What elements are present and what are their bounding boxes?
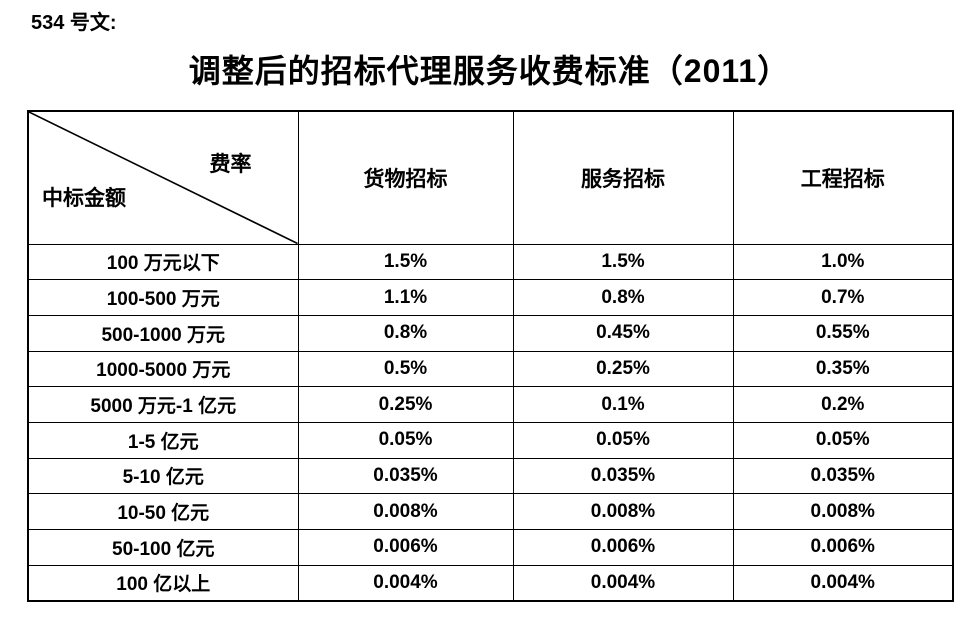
rate-cell: 0.035% bbox=[512, 457, 734, 495]
table-row: 50-100 亿元 0.006% 0.006% 0.006% bbox=[27, 529, 954, 566]
row-label: 1-5 亿元 bbox=[27, 421, 299, 459]
diagonal-divider-line bbox=[29, 112, 298, 244]
rate-cell: 0.004% bbox=[512, 564, 734, 602]
page-title: 调整后的招标代理服务收费标准（2011） bbox=[188, 53, 791, 89]
row-label: 100-500 万元 bbox=[27, 279, 299, 316]
table-corner-cell: 费率 中标金额 bbox=[27, 110, 299, 245]
rate-cell: 0.2% bbox=[732, 386, 954, 423]
corner-label-amount: 中标金额 bbox=[42, 186, 126, 210]
rate-cell: 0.006% bbox=[297, 529, 514, 566]
column-header-engineering-bidding: 工程招标 bbox=[732, 110, 954, 245]
rate-cell: 1.1% bbox=[297, 279, 514, 316]
table-row: 5000 万元-1 亿元 0.25% 0.1% 0.2% bbox=[27, 386, 954, 423]
table-row: 100 万元以下 1.5% 1.5% 1.0% bbox=[27, 243, 954, 281]
corner-label-rate: 费率 bbox=[209, 153, 252, 176]
table-row: 1-5 亿元 0.05% 0.05% 0.05% bbox=[27, 421, 954, 459]
rate-cell: 0.035% bbox=[297, 457, 514, 495]
row-label: 500-1000 万元 bbox=[27, 314, 299, 352]
rate-cell: 0.8% bbox=[512, 279, 734, 316]
rate-cell: 0.006% bbox=[512, 529, 734, 566]
rate-cell: 0.1% bbox=[512, 386, 734, 423]
row-label: 100 亿以上 bbox=[27, 564, 299, 602]
rate-cell: 0.008% bbox=[297, 493, 514, 530]
rate-cell: 0.004% bbox=[297, 564, 514, 602]
table-row: 100-500 万元 1.1% 0.8% 0.7% bbox=[27, 279, 954, 316]
rate-cell: 0.05% bbox=[512, 421, 734, 459]
row-label: 5000 万元-1 亿元 bbox=[27, 386, 299, 423]
rate-cell: 0.25% bbox=[297, 386, 514, 423]
rate-cell: 1.5% bbox=[512, 243, 734, 281]
table-row: 500-1000 万元 0.8% 0.45% 0.55% bbox=[27, 314, 954, 352]
row-label: 1000-5000 万元 bbox=[27, 350, 299, 388]
table-row: 1000-5000 万元 0.5% 0.25% 0.35% bbox=[27, 350, 954, 388]
rate-cell: 0.008% bbox=[732, 493, 954, 530]
table-row: 10-50 亿元 0.008% 0.008% 0.008% bbox=[27, 493, 954, 530]
rate-cell: 0.05% bbox=[732, 421, 954, 459]
rate-cell: 1.0% bbox=[732, 243, 954, 281]
row-label: 5-10 亿元 bbox=[27, 457, 299, 495]
rate-cell: 0.05% bbox=[297, 421, 514, 459]
rate-cell: 0.45% bbox=[512, 314, 734, 352]
row-label: 50-100 亿元 bbox=[27, 529, 299, 566]
rate-cell: 0.006% bbox=[732, 529, 954, 566]
rate-cell: 0.25% bbox=[512, 350, 734, 388]
header-row: 费率 中标金额 货物招标 服务招标 工程招标 bbox=[27, 110, 954, 245]
column-header-service-bidding: 服务招标 bbox=[512, 110, 734, 245]
table-row: 5-10 亿元 0.035% 0.035% 0.035% bbox=[27, 457, 954, 495]
row-label: 10-50 亿元 bbox=[27, 493, 299, 530]
table-row: 100 亿以上 0.004% 0.004% 0.004% bbox=[27, 564, 954, 602]
row-label: 100 万元以下 bbox=[27, 243, 299, 281]
doc-number-label: 534 号文: bbox=[31, 12, 117, 34]
column-header-goods-bidding: 货物招标 bbox=[297, 110, 514, 245]
rate-cell: 0.004% bbox=[732, 564, 954, 602]
rate-cell: 0.008% bbox=[512, 493, 734, 530]
fee-rate-table: 费率 中标金额 货物招标 服务招标 工程招标 100 万元以下 1.5% 1.5… bbox=[27, 110, 954, 602]
rate-cell: 0.55% bbox=[732, 314, 954, 352]
rate-cell: 0.035% bbox=[732, 457, 954, 495]
rate-cell: 0.5% bbox=[297, 350, 514, 388]
rate-cell: 1.5% bbox=[297, 243, 514, 281]
rate-cell: 0.35% bbox=[732, 350, 954, 388]
rate-cell: 0.8% bbox=[297, 314, 514, 352]
rate-cell: 0.7% bbox=[732, 279, 954, 316]
